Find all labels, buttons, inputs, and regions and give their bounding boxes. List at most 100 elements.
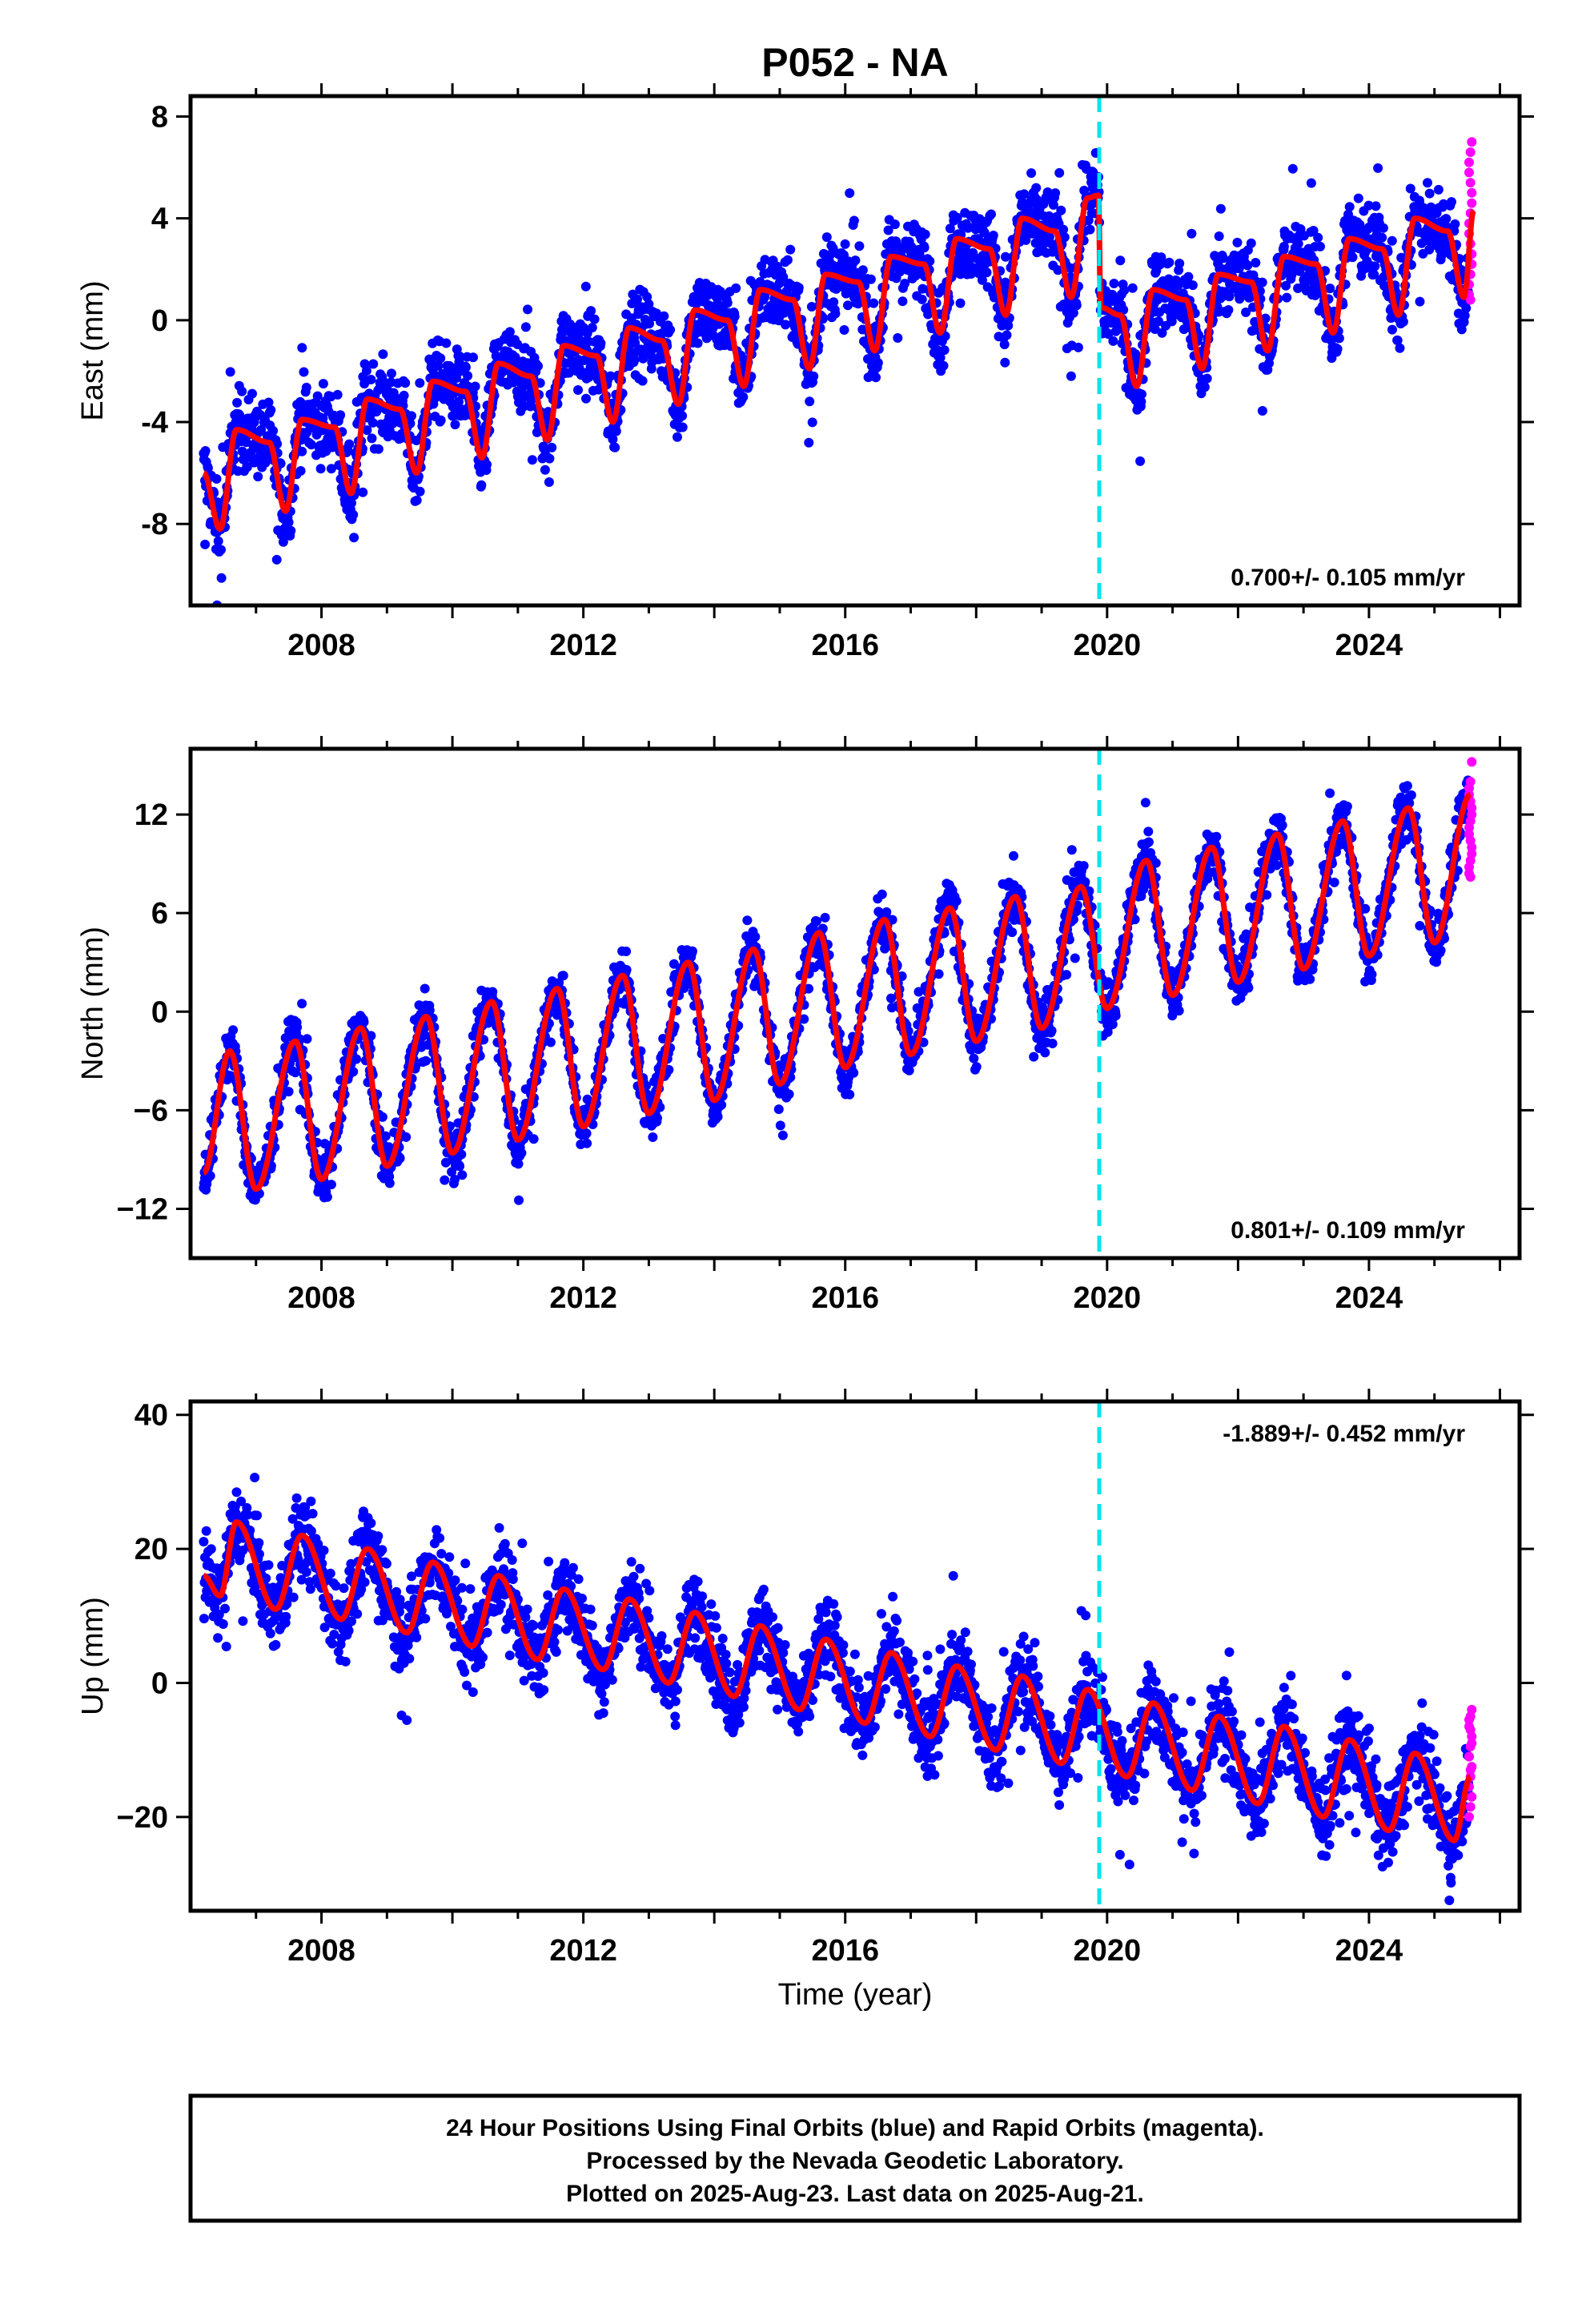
north-final-point (621, 947, 632, 956)
east-final-point (778, 272, 789, 282)
east-final-point (821, 232, 832, 243)
east-final-point (1026, 168, 1037, 179)
east-final-point (1218, 253, 1228, 263)
east-final-point (460, 362, 471, 372)
north-final-point (488, 987, 498, 997)
east-final-point (1174, 259, 1185, 268)
east-final-point (673, 432, 682, 442)
east-final-point (225, 367, 235, 377)
east-final-point (938, 360, 949, 371)
east-final-point (638, 353, 648, 364)
east-final-point (644, 319, 654, 329)
east-final-point (986, 209, 996, 219)
east-final-point (677, 422, 688, 432)
east-final-point (1073, 342, 1083, 352)
east-final-point (845, 188, 855, 199)
east-rapid-point (1464, 157, 1474, 167)
north-final-point (951, 896, 962, 907)
north-final-point (652, 1113, 662, 1124)
east-final-point (463, 371, 473, 381)
east-final-point (1214, 231, 1224, 241)
east-final-point (1257, 277, 1267, 287)
east-final-point (332, 389, 343, 400)
north-final-point (845, 1089, 855, 1100)
east-final-point (286, 525, 296, 536)
north-final-point (516, 1148, 527, 1158)
east-final-point (805, 396, 815, 407)
east-final-point (580, 281, 591, 292)
east-rate-label: 0.700+/- 0.105 mm/yr (1231, 565, 1465, 591)
north-final-point (1040, 1047, 1050, 1058)
east-final-point (1353, 193, 1363, 203)
east-final-point (1062, 344, 1072, 354)
east-final-point (271, 554, 282, 565)
east-x-tick-label: 2016 (811, 629, 879, 662)
east-final-point (1447, 197, 1456, 207)
east-final-point (315, 464, 326, 474)
east-final-point (1373, 163, 1383, 173)
east-final-point (610, 442, 620, 452)
east-final-point (242, 462, 252, 472)
east-final-point (540, 464, 550, 475)
east-final-point (1108, 336, 1118, 346)
east-final-point (982, 267, 992, 278)
east-final-point (283, 517, 294, 528)
east-final-point (659, 311, 669, 321)
east-final-point (665, 324, 676, 335)
east-final-point (731, 283, 741, 293)
east-final-point (869, 298, 879, 308)
east-final-point (312, 391, 323, 401)
east-final-point (520, 322, 531, 332)
east-final-point (367, 433, 377, 444)
east-final-point (415, 378, 425, 388)
east-final-point (611, 426, 621, 436)
north-final-point (1046, 1026, 1057, 1036)
east-final-point (917, 294, 927, 304)
east-final-point (237, 386, 247, 396)
east-final-point (830, 308, 841, 319)
east-final-point (200, 446, 211, 456)
north-final-point (228, 1025, 239, 1035)
east-final-point (573, 385, 583, 395)
east-final-point (1450, 219, 1460, 229)
east-final-point (1423, 178, 1432, 188)
east-rapid-point (1465, 147, 1476, 157)
east-final-point (793, 283, 804, 293)
east-final-point (722, 298, 733, 308)
east-final-point (335, 410, 346, 420)
north-final-point (1078, 861, 1089, 871)
east-final-point (1415, 296, 1425, 307)
east-final-point (781, 320, 791, 330)
east-final-point (839, 325, 849, 335)
east-y-tick-label: 8 (151, 100, 168, 134)
east-final-point (920, 229, 930, 239)
east-x-tick-label: 2024 (1335, 629, 1403, 662)
east-final-point (1223, 305, 1234, 315)
east-y-tick-label: 0 (151, 304, 168, 338)
east-final-point (468, 352, 478, 363)
east-final-point (850, 255, 861, 266)
east-final-point (1441, 214, 1452, 224)
east-final-point (865, 274, 876, 284)
east-final-point (806, 302, 817, 312)
east-final-point (632, 294, 642, 304)
east-final-point (306, 440, 316, 450)
east-final-point (1119, 285, 1130, 296)
east-final-point (349, 533, 359, 543)
east-final-point (608, 434, 618, 444)
east-final-point (476, 480, 487, 490)
east-final-point (436, 415, 446, 425)
east-final-point (1000, 357, 1010, 368)
east-final-point (1251, 258, 1261, 267)
east-final-point (247, 388, 257, 399)
east-final-point (1371, 201, 1381, 211)
east-final-point (630, 338, 640, 348)
east-final-point (361, 366, 371, 376)
east-final-point (883, 225, 893, 235)
east-final-point (1137, 389, 1146, 400)
east-final-point (629, 355, 640, 365)
east-final-point (455, 351, 465, 361)
east-final-point (564, 368, 574, 378)
